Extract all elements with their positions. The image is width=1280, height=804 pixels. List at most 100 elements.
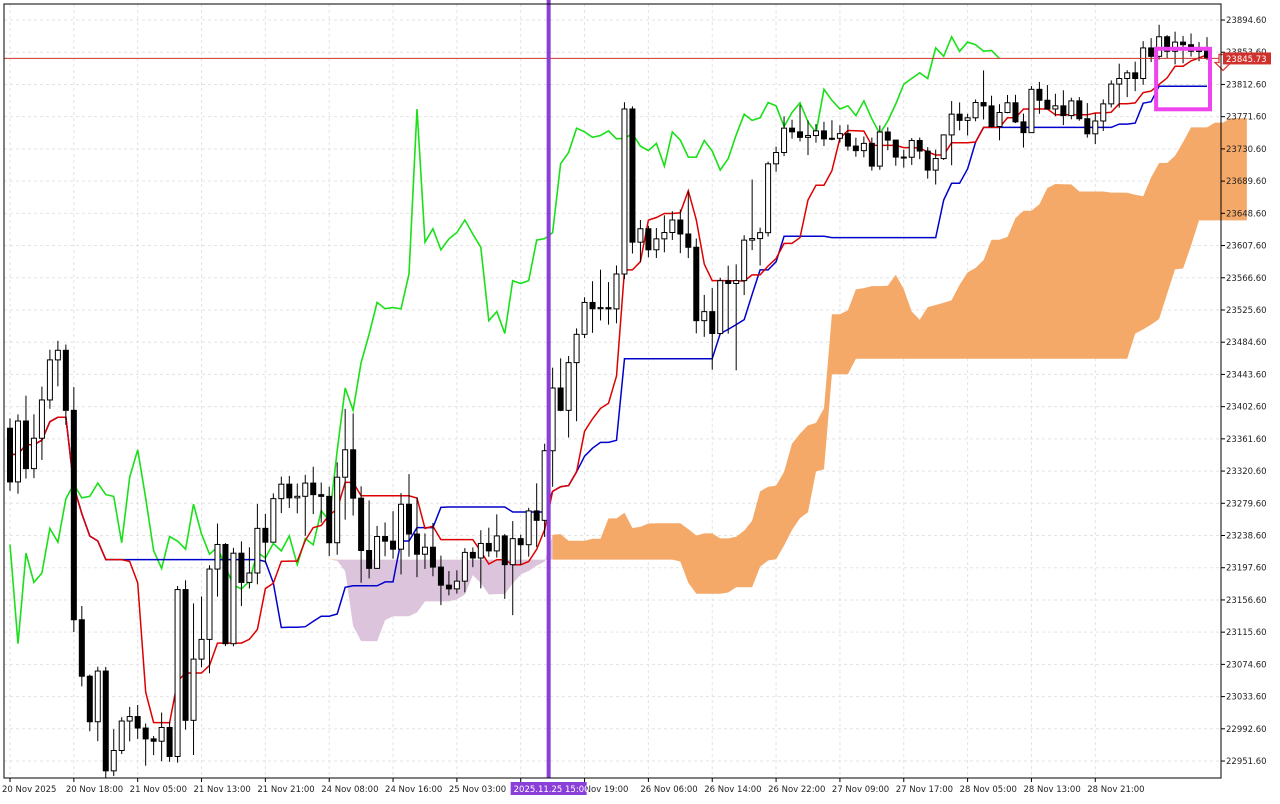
- candle: [820, 121, 827, 146]
- candle-body: [1156, 36, 1163, 57]
- chikou-span-line: [9, 34, 1001, 644]
- candle-body: [980, 102, 987, 107]
- candle-body: [278, 483, 285, 500]
- candle-body: [214, 543, 221, 570]
- candle-body: [262, 527, 269, 543]
- candle-body: [613, 273, 620, 310]
- candle: [30, 414, 37, 479]
- candle: [797, 104, 804, 142]
- candle: [533, 483, 540, 548]
- candle-body: [653, 238, 660, 251]
- candle: [1084, 103, 1091, 138]
- candle-body: [190, 658, 197, 721]
- candle: [302, 474, 309, 536]
- candle-body: [70, 409, 77, 621]
- candle: [102, 666, 109, 779]
- candle-body: [342, 449, 349, 478]
- candle: [669, 211, 676, 240]
- candle: [198, 596, 205, 668]
- candle: [828, 120, 835, 141]
- price-tick-label: 23115.60: [1226, 628, 1267, 638]
- candle: [605, 282, 612, 325]
- candle-body: [557, 387, 564, 411]
- candle-body: [413, 533, 420, 555]
- candle-body: [1028, 88, 1035, 134]
- candle-body: [134, 716, 141, 729]
- candle-body: [725, 280, 732, 285]
- candle: [956, 102, 963, 131]
- candle: [1140, 41, 1147, 85]
- candle-body: [477, 542, 484, 559]
- candle: [916, 137, 923, 160]
- candle: [461, 548, 468, 593]
- candle: [525, 507, 532, 557]
- time-tick-label: 27 Nov 17:00: [896, 785, 953, 795]
- candle: [1116, 63, 1123, 108]
- candle-body: [1164, 36, 1171, 52]
- candle-body: [1044, 99, 1051, 110]
- candle-body: [230, 552, 237, 645]
- price-tick-label: 23689.60: [1226, 177, 1267, 187]
- candle-body: [964, 117, 971, 121]
- price-tick-label: 23648.60: [1226, 209, 1267, 219]
- candle: [46, 349, 53, 409]
- candle-body: [733, 280, 740, 285]
- candle: [206, 565, 213, 674]
- candle-body: [876, 131, 883, 167]
- candle-body: [382, 536, 389, 542]
- candle: [509, 521, 516, 616]
- candle-body: [150, 738, 157, 742]
- candle-body: [102, 670, 109, 772]
- candle: [437, 555, 444, 606]
- candle: [38, 386, 45, 460]
- candle: [485, 527, 492, 557]
- candle-body: [1140, 47, 1147, 79]
- candle: [517, 534, 524, 566]
- candle-body: [326, 495, 333, 544]
- candle: [805, 120, 811, 156]
- candle-body: [789, 127, 796, 133]
- candle-body: [525, 510, 532, 546]
- candle-body: [1148, 47, 1155, 57]
- candle-body: [812, 130, 819, 137]
- candle-body: [828, 137, 835, 140]
- candle-body: [302, 482, 309, 497]
- candle-body: [972, 102, 979, 119]
- price-tick-label: 23279.60: [1226, 499, 1267, 509]
- candle: [1124, 70, 1131, 98]
- candle-body: [589, 301, 596, 310]
- candle-body: [709, 311, 716, 334]
- time-tick-label: 26 Nov 14:00: [704, 785, 761, 795]
- candle: [844, 124, 851, 151]
- price-tick-label: 23525.60: [1226, 306, 1267, 316]
- candle: [892, 139, 899, 166]
- candle: [246, 547, 253, 589]
- candle-body: [246, 572, 253, 583]
- candle: [964, 113, 971, 136]
- candle: [366, 500, 373, 579]
- time-tick-label: 20 Nov 2025: [2, 785, 56, 795]
- candle: [286, 475, 293, 508]
- candle: [629, 106, 636, 254]
- candle-body: [597, 307, 604, 310]
- candle-body: [1052, 105, 1059, 110]
- candle-body: [398, 503, 405, 550]
- candle: [940, 134, 947, 161]
- candle: [421, 533, 428, 569]
- current-price-label: 23845.73: [1226, 55, 1267, 65]
- candle-body: [374, 536, 381, 569]
- candle-body: [238, 552, 245, 583]
- candle: [453, 570, 460, 594]
- candle-body: [270, 498, 277, 543]
- candle: [812, 123, 819, 143]
- candle-body: [661, 232, 668, 240]
- candle-body: [996, 112, 1003, 128]
- candle-body: [924, 150, 931, 171]
- candle-body: [198, 638, 205, 660]
- candle-body: [501, 535, 508, 566]
- candle: [677, 209, 684, 254]
- candle: [429, 522, 436, 577]
- candle-body: [310, 482, 317, 496]
